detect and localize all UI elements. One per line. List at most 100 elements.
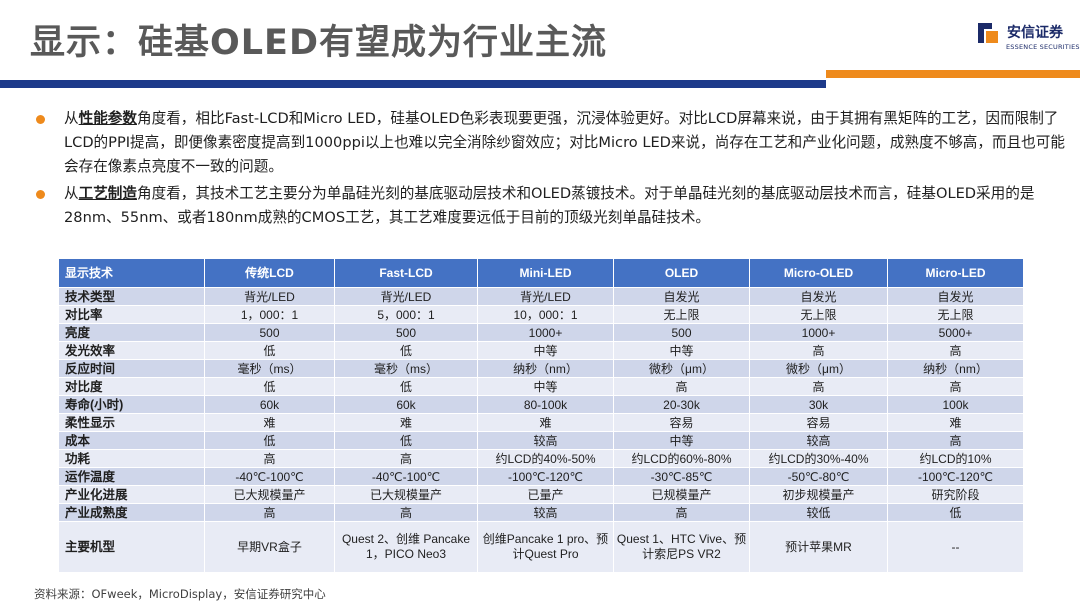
table-cell: 低 [204,377,335,396]
table-cell: 高 [613,377,750,396]
row-header-cell: 成本 [58,431,205,450]
table-cell: -30℃-85℃ [613,467,750,486]
table-cell: 背光/LED [204,287,335,306]
table-cell: 高 [204,503,335,522]
table-row: 产业化进展 已大规模量产 已大规模量产 已量产 已规模量产 初步规模量产 研究阶… [58,485,1024,504]
table-cell: 较高 [749,431,888,450]
table-header-cell: Micro-LED [887,258,1024,288]
slide-title: 显示：硅基OLED有望成为行业主流 [30,23,608,63]
table-cell: -- [887,521,1024,573]
bullet-prefix: 从 [64,110,79,127]
logo-mark-icon [978,23,998,43]
comparison-table: 显示技术 传统LCD Fast-LCD Mini-LED OLED Micro-… [58,258,1024,573]
table-row: 亮度 500 500 1000+ 500 1000+ 5000+ [58,323,1024,342]
header-divider-orange [826,70,1080,78]
table-cell: 约LCD的10% [887,449,1024,468]
row-header-cell: 亮度 [58,323,205,342]
header-divider-blue [0,80,826,88]
table-cell: 100k [887,395,1024,414]
table-cell: 中等 [477,377,614,396]
table-cell: 容易 [749,413,888,432]
table-cell: 高 [204,449,335,468]
table-cell: Quest 1、HTC Vive、预计索尼PS VR2 [613,521,750,573]
table-cell: Quest 2、创维 Pancake 1，PICO Neo3 [334,521,478,573]
table-cell: 低 [887,503,1024,522]
bullet-text: 角度看，其技术工艺主要分为单晶硅光刻的基底驱动层技术和OLED蒸镀技术。对于单晶… [64,185,1035,226]
table-cell: 纳秒（nm） [887,359,1024,378]
table-cell: 500 [204,323,335,342]
table-cell: 无上限 [887,305,1024,324]
row-header-cell: 运作温度 [58,467,205,486]
table-row: 对比度 低 低 中等 高 高 高 [58,377,1024,396]
bullet-text: 角度看，相比Fast-LCD和Micro LED，硅基OLED色彩表现要更强，沉… [64,110,1065,175]
table-cell: 1，000：1 [204,305,335,324]
bullet-dot-icon [36,190,45,199]
table-row: 寿命(小时) 60k 60k 80-100k 20-30k 30k 100k [58,395,1024,414]
table-header-cell: Fast-LCD [334,258,478,288]
table-row: 主要机型 早期VR盒子 Quest 2、创维 Pancake 1，PICO Ne… [58,521,1024,573]
table-cell: 1000+ [477,323,614,342]
table-cell: 较高 [477,503,614,522]
bullet-keyword: 工艺制造 [78,185,137,202]
table-cell: 中等 [613,431,750,450]
table-header-cell: Micro-OLED [749,258,888,288]
row-header-cell: 产业成熟度 [58,503,205,522]
table-row: 反应时间 毫秒（ms） 毫秒（ms） 纳秒（nm） 微秒（μm） 微秒（μm） … [58,359,1024,378]
logo-name-cn: 安信证券 [1007,25,1063,41]
table-cell: -40℃-100℃ [204,467,335,486]
table-cell: -40℃-100℃ [334,467,478,486]
table-cell: 纳秒（nm） [477,359,614,378]
table-cell: 低 [334,431,478,450]
table-cell: 约LCD的40%-50% [477,449,614,468]
table-cell: 无上限 [613,305,750,324]
row-header-cell: 主要机型 [58,521,205,573]
table-cell: 80-100k [477,395,614,414]
row-header-cell: 发光效率 [58,341,205,360]
row-header-cell: 柔性显示 [58,413,205,432]
table-cell: 500 [613,323,750,342]
table-cell: 预计苹果MR [749,521,888,573]
table-cell: 低 [334,377,478,396]
table-cell: 低 [334,341,478,360]
table-cell: 自发光 [749,287,888,306]
table-cell: 已量产 [477,485,614,504]
table-cell: 高 [334,503,478,522]
table-cell: 60k [334,395,478,414]
row-header-cell: 对比度 [58,377,205,396]
row-header-cell: 反应时间 [58,359,205,378]
table-row: 发光效率 低 低 中等 中等 高 高 [58,341,1024,360]
row-header-cell: 对比率 [58,305,205,324]
table-cell: 较低 [749,503,888,522]
table-cell: 微秒（μm） [613,359,750,378]
table-cell: 5000+ [887,323,1024,342]
table-cell: 中等 [477,341,614,360]
table-cell: 微秒（μm） [749,359,888,378]
table-row: 柔性显示 难 难 难 容易 容易 难 [58,413,1024,432]
bullet-list: 从性能参数角度看，相比Fast-LCD和Micro LED，硅基OLED色彩表现… [36,107,1066,233]
table-cell: 高 [749,341,888,360]
table-cell: 5，000：1 [334,305,478,324]
table-cell: 自发光 [613,287,750,306]
bullet-item: 从性能参数角度看，相比Fast-LCD和Micro LED，硅基OLED色彩表现… [36,107,1066,179]
table-cell: 已大规模量产 [204,485,335,504]
logo-name-en: ESSENCE SECURITIES [1006,43,1080,51]
table-cell: 约LCD的30%-40% [749,449,888,468]
table-cell: 难 [204,413,335,432]
table-cell: 研究阶段 [887,485,1024,504]
table-cell: 已大规模量产 [334,485,478,504]
table-cell: 30k [749,395,888,414]
table-cell: 低 [204,341,335,360]
table-cell: 60k [204,395,335,414]
table-cell: 已规模量产 [613,485,750,504]
table-cell: 低 [204,431,335,450]
table-cell: 无上限 [749,305,888,324]
table-row: 功耗 高 高 约LCD的40%-50% 约LCD的60%-80% 约LCD的30… [58,449,1024,468]
table-header-cell: 传统LCD [204,258,335,288]
bullet-prefix: 从 [64,185,79,202]
bullet-dot-icon [36,115,45,124]
table-cell: 初步规模量产 [749,485,888,504]
table-row: 技术类型 背光/LED 背光/LED 背光/LED 自发光 自发光 自发光 [58,287,1024,306]
table-cell: 毫秒（ms） [334,359,478,378]
table-cell: 10，000：1 [477,305,614,324]
table-row: 运作温度 -40℃-100℃ -40℃-100℃ -100℃-120℃ -30℃… [58,467,1024,486]
